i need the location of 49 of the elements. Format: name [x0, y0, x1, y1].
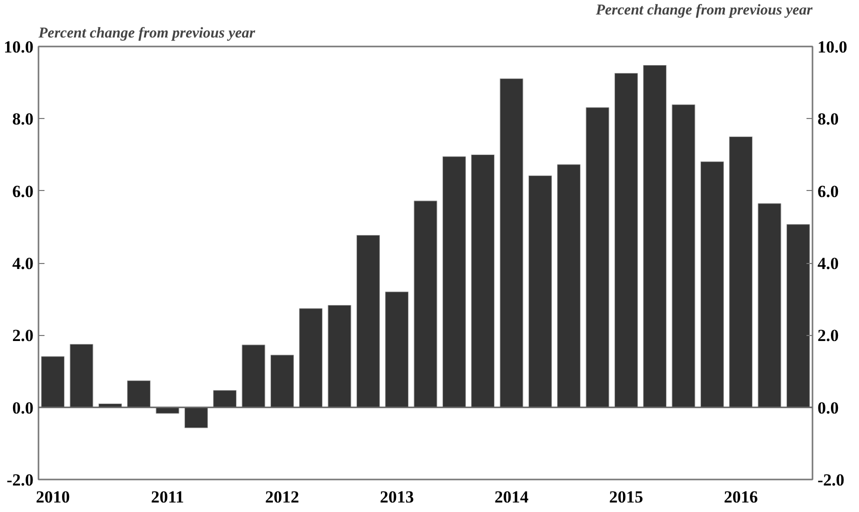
bar	[614, 72, 638, 408]
bar	[442, 156, 466, 408]
y2-tick-label: 2.0	[818, 326, 839, 346]
bar	[70, 344, 94, 408]
y2-tick-label: 10.0	[818, 38, 848, 56]
bar	[643, 65, 667, 408]
bar	[471, 154, 495, 408]
bar	[414, 200, 438, 408]
bar	[299, 308, 323, 408]
y2-tick-label: 6.0	[818, 182, 839, 201]
bar	[156, 407, 180, 414]
bar	[672, 104, 696, 408]
bar	[385, 292, 409, 408]
y-tick-label: 8.0	[12, 110, 34, 129]
x-tick-label: 2016	[724, 488, 758, 506]
bar	[242, 344, 266, 408]
x-tick-label: 2011	[150, 488, 184, 506]
y-tick-label: 10.0	[4, 38, 34, 56]
x-tick-label: 2014	[494, 488, 529, 506]
y2-tick-label: 8.0	[818, 110, 839, 129]
bar	[557, 164, 581, 408]
bar	[328, 304, 352, 408]
bar	[700, 161, 724, 408]
bar	[528, 175, 552, 408]
y-tick-label: -2.0	[6, 470, 34, 490]
y-tick-label: 6.0	[12, 182, 34, 201]
bar	[41, 356, 65, 408]
x-tick-label: 2012	[265, 488, 300, 506]
bar	[356, 234, 380, 408]
y2-tick-label: 0.0	[818, 398, 839, 418]
y2-tick-label: -2.0	[818, 470, 844, 490]
y-tick-label: 2.0	[12, 326, 34, 346]
x-tick-label: 2013	[380, 488, 414, 506]
bar	[184, 407, 208, 428]
bar	[270, 354, 294, 408]
y2-tick-label: 4.0	[818, 254, 839, 273]
y-tick-label: 4.0	[12, 254, 34, 273]
bar	[786, 224, 810, 408]
bar	[500, 78, 524, 408]
y-axis-title: Percent change from previous year	[38, 26, 256, 42]
bar	[213, 390, 237, 408]
y2-axis-title: Percent change from previous year	[596, 2, 813, 18]
bar	[758, 203, 782, 408]
bar	[586, 107, 610, 408]
x-tick-label: 2010	[36, 488, 70, 506]
bar	[127, 380, 151, 408]
x-tick-label: 2015	[609, 488, 644, 506]
bar	[729, 136, 753, 408]
y-tick-label: 0.0	[12, 398, 34, 418]
